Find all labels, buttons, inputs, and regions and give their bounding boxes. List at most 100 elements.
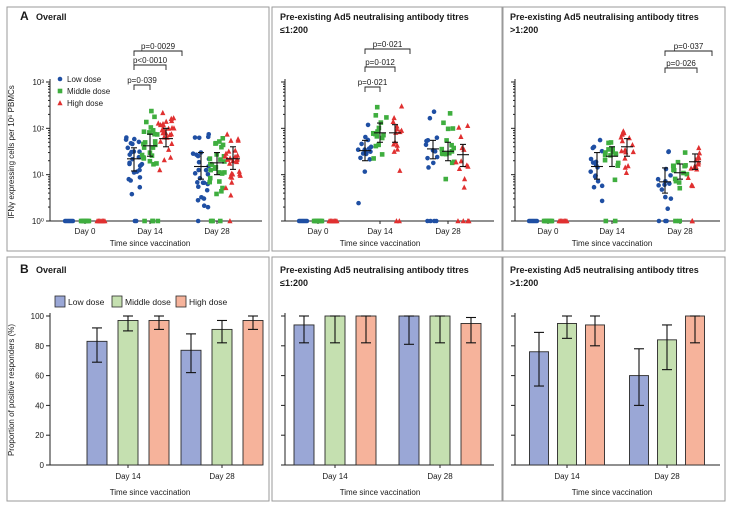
data-point: [619, 137, 625, 144]
data-point: [365, 122, 371, 128]
panel-a1-plot: 10⁰ 10¹ 10² 10³ Day 0 Day 14 Day 28: [32, 78, 262, 236]
data-point: [610, 146, 615, 151]
data-point: [441, 120, 446, 126]
legend-marker: [57, 100, 63, 106]
data-point: [667, 181, 672, 186]
data-point: [615, 160, 621, 166]
data-point: [371, 156, 376, 161]
significance-bracket: [364, 66, 396, 72]
data-point: [455, 218, 461, 224]
p-value-label: p=0·012: [365, 58, 395, 67]
data-point: [465, 163, 471, 169]
data-point: [597, 137, 603, 143]
data-point: [393, 218, 400, 224]
panel-frame-2: [271, 6, 503, 252]
significance-bracket: [133, 50, 183, 56]
y-tick-label: 10⁰: [32, 217, 44, 226]
data-point: [151, 161, 156, 167]
data-point: [155, 120, 161, 126]
data-point: [227, 218, 233, 224]
data-point: [203, 167, 209, 173]
data-point: [142, 140, 148, 145]
data-point: [444, 138, 449, 143]
data-point: [319, 218, 325, 224]
data-point: [334, 218, 340, 224]
data-point: [373, 113, 379, 118]
data-point: [161, 157, 167, 163]
data-point: [564, 218, 570, 224]
data-point: [217, 218, 223, 224]
data-point: [427, 115, 433, 121]
data-point: [70, 218, 76, 224]
data-point: [163, 118, 169, 124]
data-point: [434, 135, 440, 141]
data-point: [102, 218, 108, 224]
x-tick-label: Day 0: [538, 227, 559, 236]
data-point: [218, 157, 223, 162]
data-point: [683, 163, 688, 168]
data-point: [374, 104, 380, 110]
data-point: [141, 156, 147, 161]
data-point: [228, 192, 234, 198]
legend-label: Middle dose: [125, 297, 171, 307]
data-point: [227, 160, 233, 166]
data-point: [152, 114, 157, 120]
data-point: [152, 131, 157, 137]
data-point: [160, 109, 166, 116]
data-point: [195, 153, 201, 159]
data-point: [220, 142, 226, 148]
x-tick-label: Day 14: [554, 472, 580, 481]
data-point: [222, 153, 228, 159]
data-point: [434, 218, 439, 224]
data-point: [671, 167, 677, 173]
data-point: [425, 218, 430, 224]
data-point: [149, 108, 154, 114]
data-point: [134, 169, 140, 174]
data-point: [169, 140, 175, 146]
bar: [148, 320, 170, 466]
data-point: [195, 218, 201, 224]
data-point: [381, 132, 386, 138]
data-point: [171, 125, 177, 131]
data-point: [230, 171, 236, 177]
data-point: [217, 139, 222, 144]
data-point: [368, 144, 374, 150]
panel-b2-x-axis-title: Time since vaccination: [340, 488, 421, 497]
bar: [211, 328, 233, 466]
data-point: [668, 196, 674, 201]
data-point: [629, 141, 636, 148]
significance-bracket: [133, 84, 151, 90]
panel-a2-plot: Day 0 Day 14 Day 28: [281, 79, 494, 236]
data-point: [367, 157, 373, 162]
data-point: [358, 155, 363, 161]
y-tick-label: 100: [31, 312, 45, 321]
x-tick-label: Day 0: [75, 227, 96, 236]
x-tick-label: Day 14: [367, 227, 393, 236]
data-point: [142, 218, 147, 224]
data-point: [195, 197, 201, 203]
data-point: [456, 165, 463, 172]
data-point: [149, 153, 155, 158]
data-point: [226, 148, 232, 154]
data-point: [363, 134, 368, 140]
data-point: [199, 194, 204, 200]
data-point: [153, 142, 158, 148]
data-point: [166, 146, 172, 152]
data-point: [125, 145, 131, 151]
data-point: [394, 123, 400, 129]
data-point: [195, 180, 200, 185]
data-point: [603, 218, 609, 224]
data-point: [205, 204, 211, 210]
data-point: [450, 126, 456, 131]
data-point: [204, 187, 210, 193]
data-point: [129, 191, 135, 197]
bar: [557, 323, 577, 466]
data-point: [223, 184, 229, 191]
data-point: [622, 147, 628, 153]
data-point: [227, 155, 233, 161]
data-point: [150, 128, 156, 133]
data-point: [549, 218, 555, 224]
data-point: [691, 163, 698, 170]
data-point: [168, 154, 174, 160]
